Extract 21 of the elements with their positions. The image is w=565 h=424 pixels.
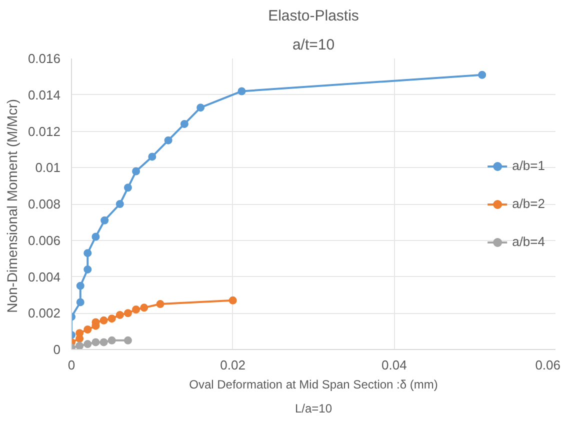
chart-subtitle: a/t=10 [292, 36, 335, 54]
legend-label: a/b=2 [512, 196, 545, 211]
x-tick-label: 0.06 [535, 358, 561, 372]
y-tick-label: 0.002 [28, 306, 61, 321]
text: L/a=10 [294, 402, 332, 416]
y-tick-label: 0 [53, 342, 61, 357]
legend-label: a/b=1 [512, 158, 545, 173]
y-tick-label: 0.01 [35, 160, 61, 176]
y-tick-label: 0.004 [28, 269, 61, 284]
y-tick-label: 0.014 [28, 87, 61, 102]
y-tick-label: 0.012 [28, 124, 61, 139]
x-tick-label: 0 [68, 358, 76, 372]
y-axis-title: Non-Dimensional Moment (M/Mcr) [4, 98, 20, 313]
y-tick-label: 0.016 [28, 51, 61, 66]
y-tick-label: 0.006 [28, 232, 61, 248]
x-tick-label: 0.02 [220, 358, 246, 372]
y-tick-label: 0.008 [28, 196, 61, 212]
legend-label: a/b=4 [512, 234, 545, 249]
chart-title: Elasto-Plastis [268, 8, 359, 24]
x-axis-title: Oval Deformation at Mid Span Section :δ (mm) [189, 378, 438, 392]
x-tick-label: 0.04 [382, 358, 407, 372]
